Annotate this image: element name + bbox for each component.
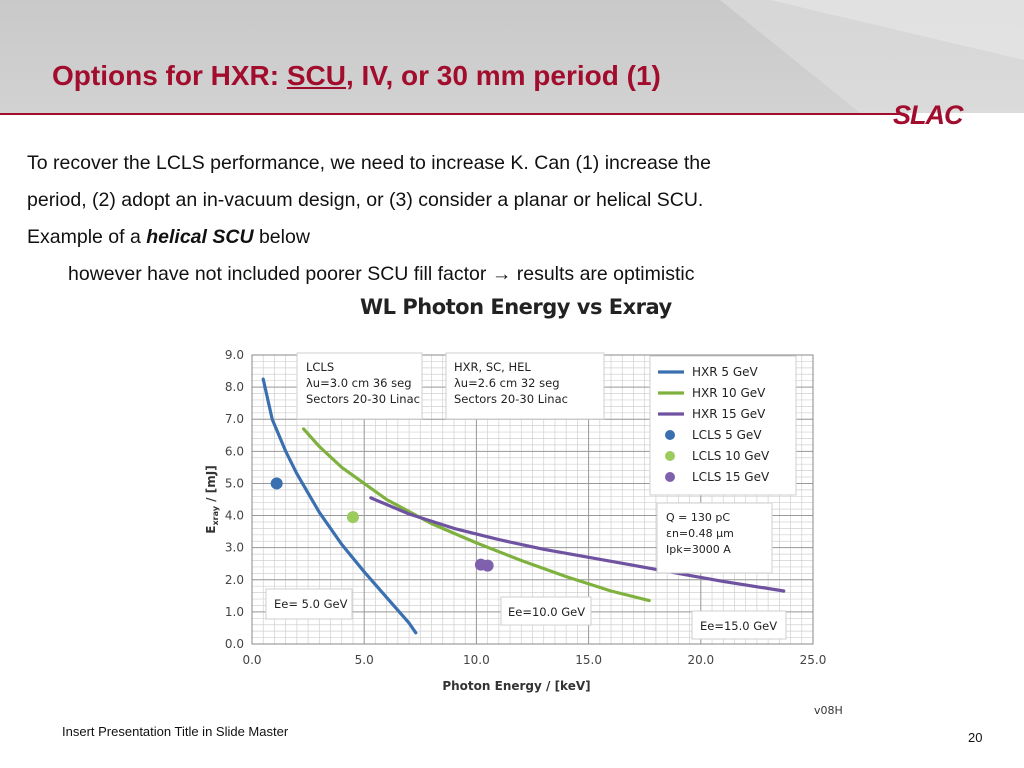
lcls-point [270, 477, 283, 490]
series-line [302, 427, 651, 603]
x-tick-label: 20.0 [687, 653, 714, 667]
hxr-info-text: Sectors 20-30 Linac [454, 392, 568, 406]
hxr-info-text: λu=2.6 cm 32 seg [454, 376, 560, 390]
version-label: v08H [814, 704, 843, 717]
beam-params-text: Ipk=3000 A [666, 543, 731, 556]
y-tick-label: 3.0 [225, 541, 244, 555]
lcls-info-box [296, 352, 423, 420]
energy-label: Ee=10.0 GeV [508, 605, 585, 619]
slac-logo: SLAC [893, 100, 963, 130]
x-tick-label: 15.0 [575, 653, 602, 667]
right-arrow-icon: → [491, 263, 512, 285]
body-line: Example of a helical SCU below [27, 226, 310, 248]
x-tick-label: 0.0 [242, 653, 261, 667]
y-tick-label: 4.0 [225, 509, 244, 523]
slide-title: Options for HXR: SCU, IV, or 30 mm perio… [52, 60, 661, 91]
legend-box [649, 355, 797, 496]
series-line [261, 377, 418, 635]
lcls-info-text: LCLS [306, 360, 334, 374]
photon-energy-chart: 0.0 5.0 10.0 15.0 20.0 25.0 0.0 1.0 2.0 3.0 4.0 5.0… [204, 348, 827, 693]
body-line: To recover the LCLS performance, we need… [27, 152, 711, 174]
energy-label-box [500, 596, 592, 626]
legend-label: HXR 15 GeV [692, 407, 766, 421]
footer-text: Insert Presentation Title in Slide Maste… [62, 724, 289, 739]
y-tick-label: 5.0 [225, 476, 244, 490]
y-tick-label: 9.0 [225, 348, 244, 362]
beam-params-text: εn=0.48 µm [666, 527, 734, 540]
y-tick-label: 7.0 [225, 412, 244, 426]
beam-params-box [656, 502, 773, 574]
x-axis-label: Photon Energy / [keV] [442, 679, 590, 693]
helical-scu-emphasis: helical SCU [146, 226, 254, 248]
lcls-point-shadow [481, 559, 494, 572]
legend-marker [665, 430, 675, 440]
legend-label: HXR 10 GeV [692, 386, 766, 400]
lcls-point [346, 511, 359, 524]
legend-label: LCLS 15 GeV [692, 470, 770, 484]
lcls-info-text: λu=3.0 cm 36 seg [306, 376, 412, 390]
y-axis-label: Exray / [mJ] [204, 465, 220, 533]
beam-params-text: Q = 130 pC [666, 511, 730, 524]
y-tick-label: 6.0 [225, 444, 244, 458]
header-decoration [720, 0, 1024, 113]
y-tick-label: 1.0 [225, 605, 244, 619]
energy-label-box [691, 610, 787, 640]
lcls-info-text: Sectors 20-30 Linac [306, 392, 420, 406]
y-tick-label: 2.0 [225, 573, 244, 587]
energy-label: Ee= 5.0 GeV [274, 597, 348, 611]
hxr-info-text: HXR, SC, HEL [454, 360, 531, 374]
body-line: period, (2) adopt an in-vacuum design, o… [27, 189, 704, 211]
body-line: however have not included poorer SCU fil… [68, 263, 695, 285]
x-tick-label: 25.0 [800, 653, 827, 667]
y-tick-label: 8.0 [225, 380, 244, 394]
legend-label: HXR 5 GeV [692, 365, 759, 379]
page-number: 20 [968, 730, 983, 745]
series-line [369, 496, 786, 593]
legend-label: LCLS 5 GeV [692, 428, 762, 442]
hxr-info-box [445, 352, 605, 420]
x-tick-label: 10.0 [463, 653, 490, 667]
title-scu-link: SCU [286, 60, 346, 91]
slide-body: To recover the LCLS performance, we need… [27, 145, 997, 293]
legend-label: LCLS 10 GeV [692, 449, 770, 463]
energy-label: Ee=15.0 GeV [700, 619, 777, 633]
chart-title: WL Photon Energy vs Exray [360, 295, 672, 319]
y-tick-label: 0.0 [225, 637, 244, 651]
x-tick-label: 5.0 [355, 653, 374, 667]
title-rule [0, 113, 900, 115]
legend-marker [665, 451, 675, 461]
energy-label-box [265, 588, 353, 620]
legend-marker [665, 472, 675, 482]
